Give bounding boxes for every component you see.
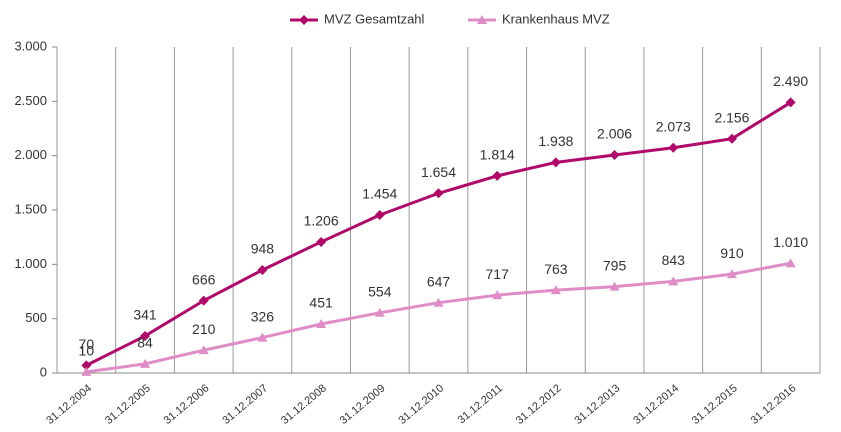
marker (433, 188, 444, 199)
marker (198, 345, 209, 355)
marker (257, 332, 268, 342)
data-label: 763 (544, 261, 568, 277)
data-label: 341 (133, 307, 157, 323)
data-label: 2.156 (714, 109, 749, 125)
y-tick-label: 2.000 (14, 147, 47, 162)
marker (81, 366, 92, 376)
legend-label: Krankenhaus MVZ (502, 11, 610, 26)
marker (477, 15, 487, 24)
marker (668, 142, 679, 153)
x-tick-label: 31.12.2016 (749, 382, 799, 427)
data-label: 647 (427, 273, 451, 289)
marker (316, 236, 327, 247)
x-tick-label: 31.12.2009 (338, 382, 388, 427)
data-label: 210 (192, 321, 216, 337)
marker (609, 150, 620, 161)
y-tick-label: 1.000 (14, 256, 47, 271)
marker (668, 276, 679, 286)
marker (433, 297, 444, 307)
data-label: 2.490 (773, 73, 808, 89)
marker (550, 285, 561, 295)
marker (374, 307, 385, 317)
data-label: 326 (251, 308, 275, 324)
data-label: 1.814 (480, 147, 515, 163)
data-label: 10 (79, 343, 95, 359)
marker (299, 15, 309, 25)
data-label: 451 (309, 295, 333, 311)
x-tick-label: 31.12.2013 (572, 382, 622, 427)
marker (140, 330, 151, 341)
marker (81, 360, 92, 371)
x-tick-label: 31.12.2004 (44, 382, 94, 427)
data-label: 1.454 (362, 186, 397, 202)
data-label: 84 (137, 335, 153, 351)
data-label: 1.010 (773, 234, 808, 250)
marker (492, 290, 503, 300)
marker (257, 264, 268, 275)
marker (140, 358, 151, 368)
data-label: 948 (251, 241, 275, 257)
data-label: 795 (603, 257, 627, 273)
marker (374, 209, 385, 220)
data-label: 666 (192, 271, 216, 287)
x-tick-label: 31.12.2014 (631, 382, 681, 427)
data-label: 70 (79, 336, 95, 352)
y-tick-label: 1.500 (14, 201, 47, 216)
y-tick-label: 500 (25, 310, 47, 325)
data-label: 843 (662, 252, 686, 268)
x-tick-label: 31.12.2015 (690, 382, 740, 427)
data-label: 1.938 (538, 133, 573, 149)
x-tick-label: 31.12.2008 (279, 382, 329, 427)
y-tick-label: 2.500 (14, 93, 47, 108)
x-tick-label: 31.12.2005 (103, 382, 153, 427)
x-tick-label: 31.12.2011 (456, 382, 505, 426)
x-tick-label: 31.12.2007 (220, 382, 270, 427)
legend-label: MVZ Gesamtzahl (324, 11, 425, 26)
data-label: 2.006 (597, 126, 632, 142)
data-label: 554 (368, 284, 392, 300)
data-label: 717 (486, 266, 510, 282)
data-label: 1.654 (421, 164, 456, 180)
marker (785, 258, 796, 268)
x-tick-label: 31.12.2010 (396, 382, 446, 427)
y-tick-label: 3.000 (14, 38, 47, 53)
marker (726, 133, 737, 144)
marker (492, 170, 503, 181)
marker (198, 295, 209, 306)
marker (550, 157, 561, 168)
marker (785, 97, 796, 108)
x-tick-label: 31.12.2012 (514, 382, 564, 427)
data-label: 910 (720, 245, 744, 261)
data-label: 2.073 (656, 118, 691, 134)
x-tick-label: 31.12.2006 (162, 382, 212, 427)
marker (726, 269, 737, 279)
marker (316, 318, 327, 328)
marker (609, 281, 620, 291)
y-tick-label: 0 (40, 364, 47, 379)
data-label: 1.206 (304, 213, 339, 229)
